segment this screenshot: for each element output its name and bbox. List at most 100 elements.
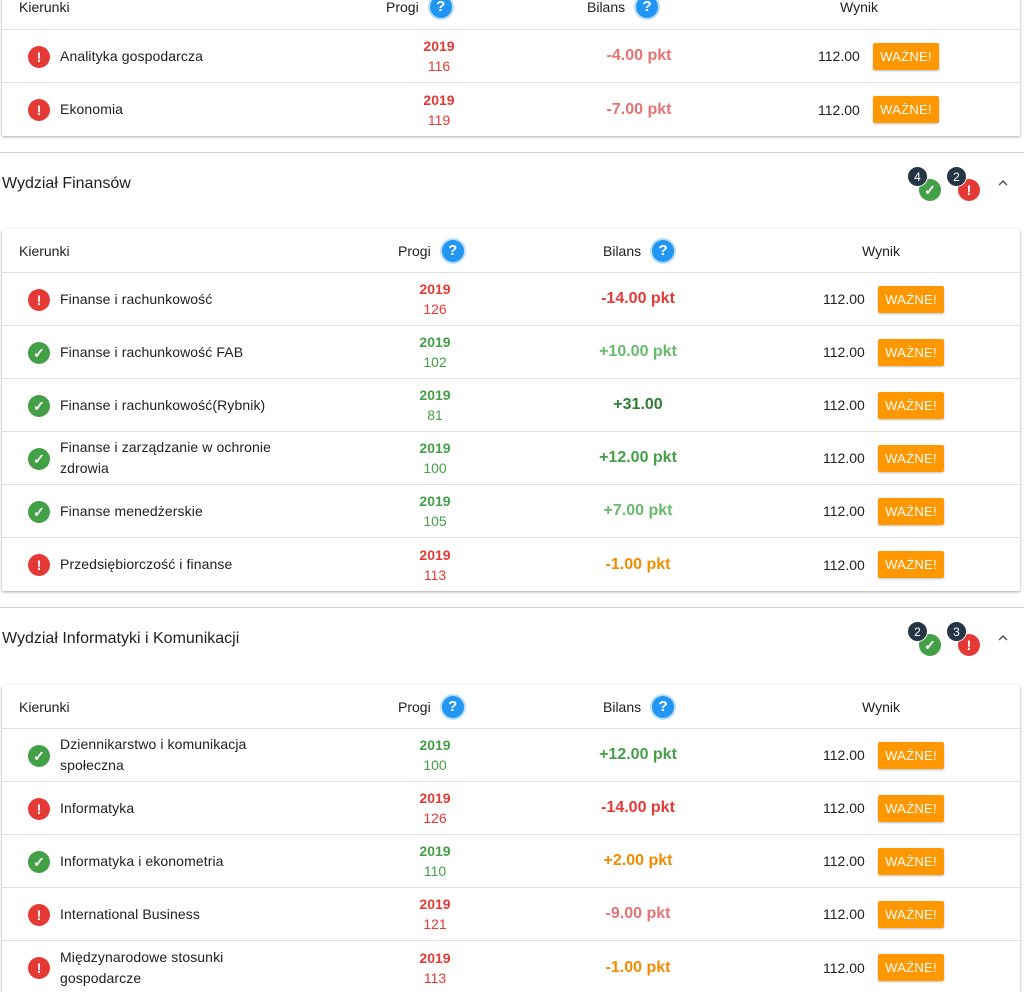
table-row[interactable]: ✓ Informatyka i ekonometria 2019 110 +2.00 p… — [2, 835, 1020, 888]
table-row[interactable]: ! Finanse i rachunkowość 2019 126 -14.00 pkt… — [2, 273, 1020, 326]
check-icon: ✓ — [28, 448, 50, 470]
ok-count-badge: 4 — [907, 166, 928, 187]
important-button[interactable]: WAŻNE! — [878, 901, 944, 928]
threshold-cell: 2019 113 — [395, 941, 475, 992]
threshold-value: 121 — [423, 916, 447, 932]
header-progi-label: Progi — [386, 0, 419, 15]
table-row[interactable]: ✓ Dziennikarstwo i komunikacja społeczna 2… — [2, 729, 1020, 782]
help-icon[interactable]: ? — [441, 695, 464, 718]
score-value: 112.00 — [823, 344, 865, 360]
programs-table: Kierunki Progi? Bilans? Wynik! Analityka gos… — [2, 0, 1020, 136]
header-progi-label: Progi — [398, 242, 431, 259]
score-value: 112.00 — [823, 747, 865, 763]
threshold-year: 2019 — [419, 281, 451, 297]
important-button[interactable]: WAŻNE! — [873, 43, 939, 70]
threshold-value: 81 — [427, 407, 443, 423]
error-count-badge: 2 — [946, 166, 967, 187]
header-kierunki: Kierunki — [19, 242, 70, 259]
balance-value: +10.00 pkt — [599, 343, 677, 360]
program-name[interactable]: Finanse i zarządzanie w ochronie zdrowia — [60, 439, 271, 476]
important-button[interactable]: WAŻNE! — [878, 551, 944, 578]
programs-table: Kierunki Progi? Bilans? Wynik ✓ Dziennikarstw… — [2, 685, 1020, 992]
balance-value: +31.00 — [613, 396, 663, 413]
important-button[interactable]: WAŻNE! — [873, 96, 939, 123]
threshold-year: 2019 — [419, 334, 451, 350]
check-icon: ✓ — [919, 634, 941, 656]
program-name[interactable]: Finanse menedżerskie — [60, 502, 203, 519]
header-kierunki: Kierunki — [19, 0, 70, 15]
threshold-value: 113 — [423, 566, 447, 583]
program-name[interactable]: Finanse i rachunkowość(Rybnik) — [60, 396, 266, 413]
program-name[interactable]: Finanse i rachunkowość — [60, 290, 213, 307]
alert-icon: ! — [958, 179, 980, 201]
important-button[interactable]: WAŻNE! — [878, 392, 944, 419]
header-bilans: Bilans? — [587, 0, 659, 29]
help-icon[interactable]: ? — [652, 239, 675, 262]
table-row[interactable]: ✓ Finanse i zarządzanie w ochronie zdrowi… — [2, 432, 1020, 485]
important-button[interactable]: WAŻNE! — [878, 286, 944, 313]
threshold-cell: 2019 126 — [395, 782, 475, 834]
important-button[interactable]: WAŻNE! — [878, 742, 944, 769]
header-bilans-label: Bilans — [587, 0, 626, 15]
threshold-year: 2019 — [419, 440, 451, 456]
program-name[interactable]: International Business — [60, 905, 200, 922]
important-button[interactable]: WAŻNE! — [878, 795, 944, 822]
program-name[interactable]: Informatyka — [60, 799, 135, 816]
table-row[interactable]: ! International Business 2019 121 -9.00 pkt 1… — [2, 888, 1020, 941]
score-value: 112.00 — [823, 397, 865, 413]
alert-icon: ! — [28, 99, 50, 121]
important-button[interactable]: WAŻNE! — [878, 339, 944, 366]
chevron-up-icon[interactable] — [994, 629, 1012, 647]
threshold-year: 2019 — [419, 843, 451, 859]
table-row[interactable]: ! Analityka gospodarcza 2019 116 -4.00 pkt 11… — [2, 30, 1020, 83]
threshold-year: 2019 — [419, 790, 451, 806]
important-button[interactable]: WAŻNE! — [878, 848, 944, 875]
faculty-header[interactable]: Wydział Informatyki i Komunikacji ✓ 2! 3 — [0, 607, 1024, 673]
faculty-title: Wydział Finansów — [2, 175, 131, 192]
score-value: 112.00 — [823, 959, 865, 976]
score-value: 112.00 — [823, 450, 865, 466]
balance-value: -4.00 pkt — [606, 47, 672, 64]
program-name[interactable]: Ekonomia — [60, 101, 124, 117]
threshold-cell: 2019 100 — [395, 432, 475, 484]
table-row[interactable]: ✓ Finanse i rachunkowość FAB 2019 102 +10.00… — [2, 326, 1020, 379]
score-value: 112.00 — [818, 101, 860, 118]
table-row[interactable]: ! Międzynarodowe stosunki gospodarcze 2019… — [2, 941, 1020, 992]
chevron-up-icon[interactable] — [994, 174, 1012, 192]
threshold-value: 102 — [423, 354, 447, 370]
table-row[interactable]: ! Przedsiębiorczość i finanse 2019 113 -1.00… — [2, 538, 1020, 591]
header-progi-label: Progi — [398, 698, 431, 715]
program-name[interactable]: Przedsiębiorczość i finanse — [60, 556, 233, 572]
balance-value: +12.00 pkt — [599, 449, 677, 466]
program-name[interactable]: Dziennikarstwo i komunikacja społeczna — [60, 736, 247, 773]
program-name[interactable]: Finanse i rachunkowość FAB — [60, 343, 244, 360]
table-row[interactable]: ! Informatyka 2019 126 -14.00 pkt 112.00 WAŻNE… — [2, 782, 1020, 835]
threshold-cell: 2019 119 — [399, 83, 479, 136]
header-kierunki: Kierunki — [19, 698, 70, 715]
score-value: 112.00 — [823, 556, 865, 573]
threshold-year: 2019 — [419, 896, 451, 912]
help-icon[interactable]: ? — [429, 0, 452, 18]
help-icon[interactable]: ? — [652, 695, 675, 718]
alert-icon: ! — [28, 957, 50, 979]
check-icon: ✓ — [28, 851, 50, 873]
score-value: 112.00 — [823, 906, 865, 922]
help-icon[interactable]: ? — [441, 239, 464, 262]
table-row[interactable]: ✓ Finanse menedżerskie 2019 105 +7.00 pkt 112… — [2, 485, 1020, 538]
threshold-cell: 2019 113 — [395, 538, 475, 591]
help-icon[interactable]: ? — [636, 0, 659, 18]
important-button[interactable]: WAŻNE! — [878, 954, 944, 981]
program-name[interactable]: Informatyka i ekonometria — [60, 852, 224, 869]
threshold-value: 116 — [427, 58, 451, 74]
faculty-header[interactable]: Wydział Finansów ✓ 4! 2 — [0, 152, 1024, 218]
important-button[interactable]: WAŻNE! — [878, 498, 944, 525]
score-value: 112.00 — [823, 291, 865, 307]
error-summary: ! 2 — [946, 166, 992, 201]
table-row[interactable]: ✓ Finanse i rachunkowość(Rybnik) 2019 81 +31… — [2, 379, 1020, 432]
table-row[interactable]: ! Ekonomia 2019 119 -7.00 pkt 112.00 WAŻNE! — [2, 83, 1020, 136]
important-button[interactable]: WAŻNE! — [878, 445, 944, 472]
ok-count-badge: 2 — [907, 621, 928, 642]
program-name[interactable]: Międzynarodowe stosunki gospodarcze — [60, 948, 224, 986]
program-name[interactable]: Analityka gospodarcza — [60, 47, 203, 64]
table-header: Kierunki Progi? Bilans? Wynik — [2, 0, 1020, 30]
